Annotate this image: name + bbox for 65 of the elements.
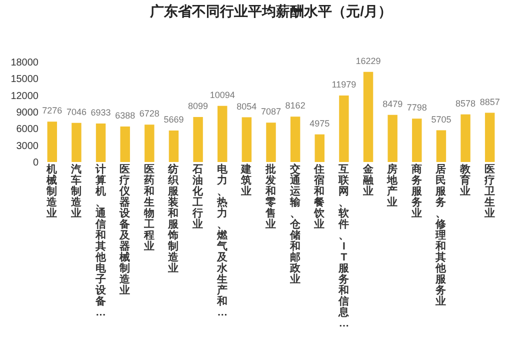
x-tick-label: 机械制造业 — [46, 162, 59, 220]
bar — [484, 112, 495, 162]
bar — [436, 130, 446, 162]
bar — [193, 117, 203, 162]
y-tick-label: 12000 — [10, 90, 39, 102]
x-tick-label: 汽车制造业 — [70, 162, 83, 220]
x-tick-label: 金融业 — [362, 162, 375, 198]
x-tick-label: 石油化工行业 — [192, 164, 205, 230]
data-label: 11979 — [332, 79, 356, 90]
category-label: 电力、热力、燃气及水生产和… — [216, 164, 228, 318]
x-tick-label: 医疗卫生业 — [483, 164, 496, 220]
x-tick-label: 批发和零售业 — [264, 162, 276, 230]
x-tick-label: 建筑业 — [240, 162, 252, 198]
chart-title: 广东省不同行业平均薪酬水平（元/月） — [149, 2, 392, 19]
y-tick-label: 3000 — [16, 140, 39, 152]
data-label: 7087 — [260, 106, 282, 117]
data-label: 6728 — [139, 108, 160, 119]
x-tick-label: 教育业 — [459, 162, 472, 198]
bar — [339, 95, 349, 162]
y-tick-label: 0 — [32, 158, 39, 168]
data-label: 8099 — [188, 101, 208, 112]
data-label: 5705 — [431, 114, 452, 124]
data-label: 8054 — [236, 101, 257, 112]
bar — [290, 116, 300, 162]
data-label: 4975 — [310, 118, 330, 128]
bar — [242, 117, 252, 162]
category-label: 计算机、通信和其他电子设备… — [95, 164, 106, 318]
data-label: 8162 — [285, 100, 306, 111]
y-tick-label: 6000 — [16, 124, 39, 136]
category-label: 纺织服装和服饰制造业 — [168, 164, 180, 274]
bar — [460, 114, 470, 162]
category-label: 居民服务、修理和其他服务业 — [436, 164, 447, 308]
x-tick-label: 住宿和餐饮业 — [313, 164, 326, 230]
data-label: 7276 — [42, 106, 62, 116]
category-label: 交通运输、仓储和邮政业 — [290, 164, 301, 286]
data-label: 8479 — [382, 98, 403, 109]
y-tick-label: 18000 — [10, 58, 39, 68]
data-label: 7798 — [406, 102, 427, 113]
category-label: 互联网、软件、IT服务和信息… — [338, 164, 350, 330]
y-tick-label: 9000 — [16, 108, 39, 118]
data-label: 7046 — [66, 106, 86, 117]
bar — [266, 122, 276, 162]
bar — [168, 130, 179, 162]
bar — [144, 124, 154, 162]
x-tick-label: 房地产业 — [386, 162, 400, 208]
bar — [47, 122, 58, 162]
y-tick-label: 15000 — [10, 74, 39, 86]
bar — [363, 72, 374, 162]
bar — [388, 114, 398, 162]
bar — [412, 118, 422, 162]
bar — [314, 134, 324, 162]
x-tick-label: 商务服务业 — [410, 162, 424, 220]
bar — [72, 122, 82, 162]
x-tick-label: 医药和生物工程业 — [142, 164, 155, 252]
data-label: 8578 — [456, 98, 476, 108]
data-label: 10094 — [210, 90, 235, 100]
category-label: 医疗仪器设备及器械制造业 — [120, 164, 131, 296]
bar — [120, 126, 130, 162]
data-label: 6388 — [115, 110, 136, 121]
data-label: 16229 — [356, 56, 381, 66]
data-label: 5669 — [164, 114, 184, 125]
data-label: 6933 — [90, 107, 111, 118]
bar — [218, 106, 228, 162]
bar — [96, 123, 106, 162]
data-label: 8857 — [480, 96, 500, 107]
